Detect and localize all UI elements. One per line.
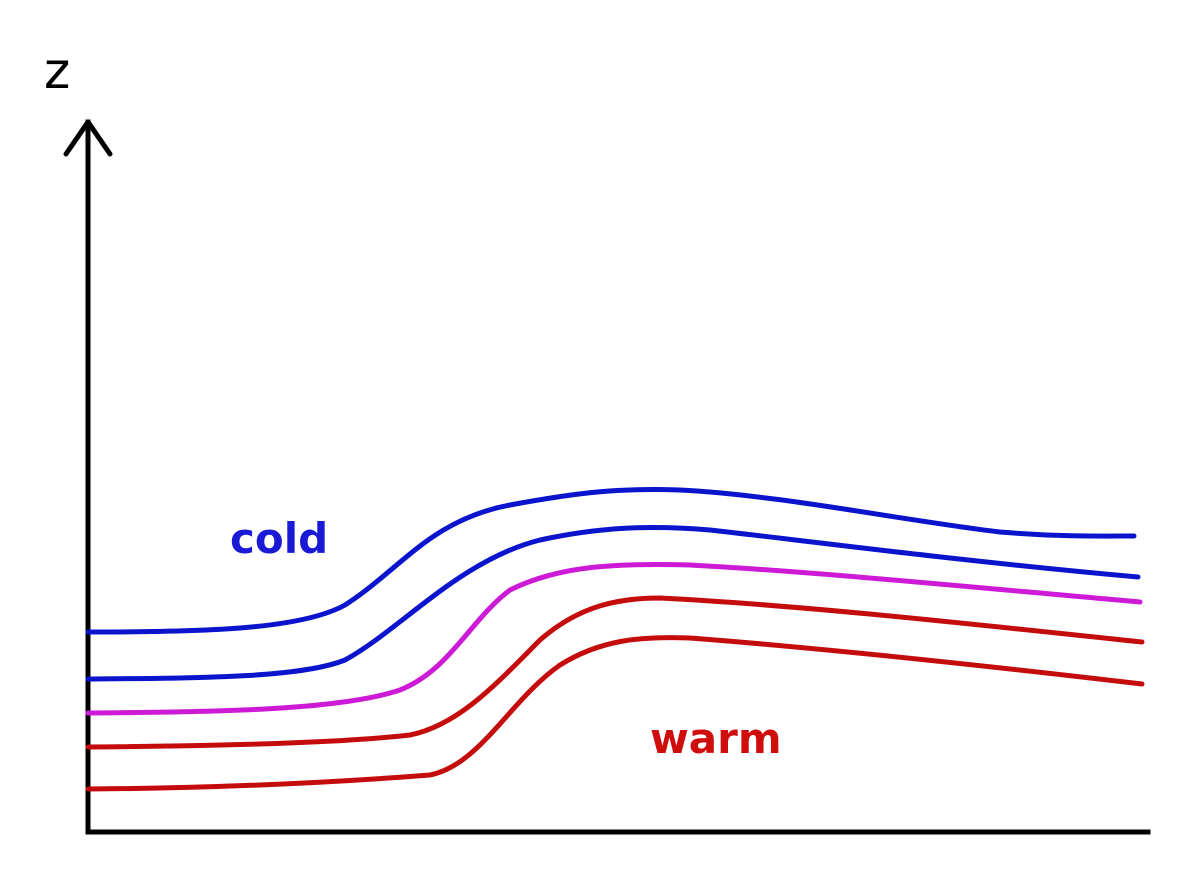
isentrope-neutral bbox=[85, 561, 1143, 716]
z-axis-label: z bbox=[44, 42, 70, 100]
z-axis-arrow-icon bbox=[63, 119, 113, 157]
cold-label: cold bbox=[230, 514, 328, 563]
isentrope-cold-lower bbox=[85, 525, 1141, 682]
contour-line bbox=[88, 410, 790, 693]
region-labels: cold warm bbox=[230, 514, 782, 763]
isentrope-cold-upper bbox=[85, 487, 1137, 635]
isentropes bbox=[85, 487, 1145, 792]
isentrope-warm-upper bbox=[85, 595, 1145, 750]
warm-label: warm bbox=[650, 714, 782, 763]
isentrope-warm-lower bbox=[85, 635, 1145, 792]
